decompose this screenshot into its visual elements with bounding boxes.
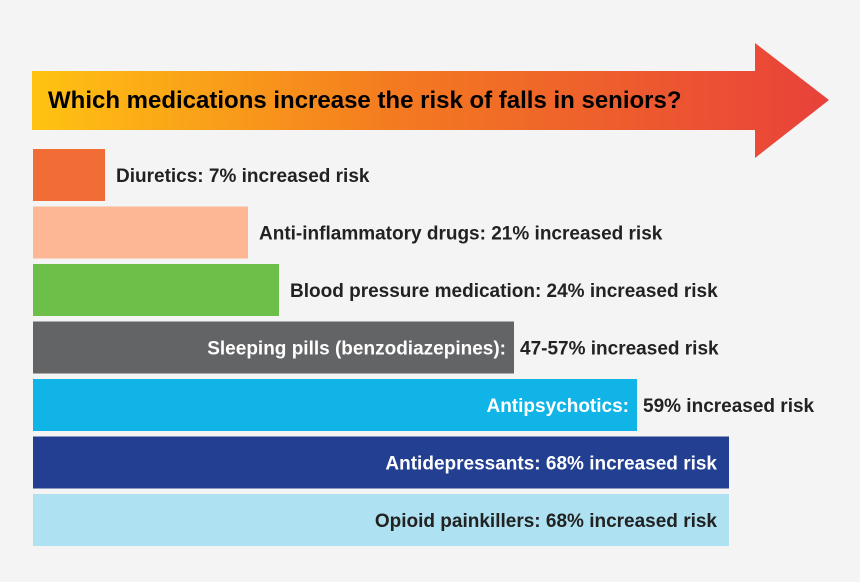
header-arrow (32, 43, 829, 158)
bar-label-anti-inflammatory-drugs: Anti-inflammatory drugs: 21% increased r… (259, 224, 663, 245)
bar-diuretics (33, 149, 105, 201)
bar-sleeping-pills-benzodiazepines (33, 321, 514, 374)
bar-value-antipsychotics: 59% increased risk (643, 396, 815, 417)
bar-anti-inflammatory-drugs (33, 206, 248, 259)
bar-label-antidepressants: Antidepressants: 68% increased risk (385, 454, 717, 475)
bar-opioid-painkillers (33, 494, 729, 546)
chart-title: Which medications increase the risk of f… (48, 87, 682, 114)
bar-label-sleeping-pills-benzodiazepines: Sleeping pills (benzodiazepines): (207, 339, 506, 360)
bar-label-antipsychotics: Antipsychotics: (486, 396, 629, 417)
bar-label-blood-pressure-medication: Blood pressure medication: 24% increased… (290, 281, 718, 302)
bar-label-diuretics: Diuretics: 7% increased risk (116, 166, 370, 187)
bars-group: Diuretics: 7% increased risk Anti-inflamm… (33, 149, 815, 546)
bar-antidepressants (33, 436, 729, 489)
bar-antipsychotics (33, 379, 637, 431)
bar-blood-pressure-medication (33, 264, 279, 316)
bar-value-sleeping-pills-benzodiazepines: 47-57% increased risk (520, 339, 719, 360)
bar-label-opioid-painkillers: Opioid painkillers: 68% increased risk (375, 511, 718, 532)
